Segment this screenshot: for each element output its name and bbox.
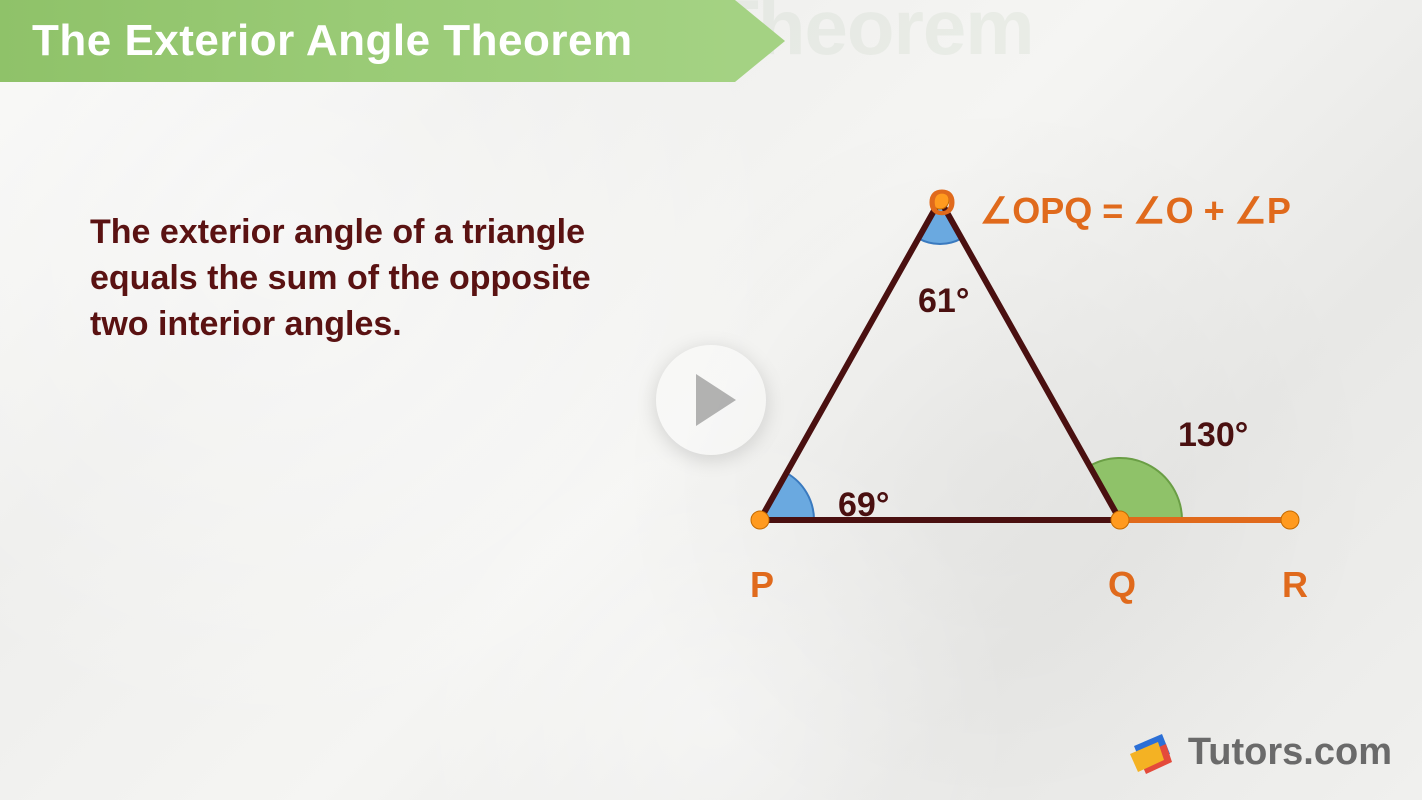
side-OP xyxy=(760,200,940,520)
vertex-label-P: P xyxy=(750,564,774,606)
triangle-diagram: ∠OPQ = ∠O + ∠P O P Q R 61° 69° 130° xyxy=(690,140,1410,620)
point-R xyxy=(1281,511,1299,529)
formula-text: ∠OPQ = ∠O + ∠P xyxy=(980,190,1291,232)
vertex-label-R: R xyxy=(1282,564,1308,606)
theorem-statement: The exterior angle of a triangle equals … xyxy=(90,210,650,348)
header-bar: The Exterior Angle Theorem xyxy=(0,0,735,82)
angle-label-exterior: 130° xyxy=(1178,416,1248,455)
page-title: The Exterior Angle Theorem xyxy=(32,16,633,66)
point-P xyxy=(751,511,769,529)
brand-name: Tutors.com xyxy=(1188,731,1392,774)
angle-label-O: 61° xyxy=(918,282,969,321)
header: The Exterior Angle Theorem The Exterior … xyxy=(0,0,1422,102)
side-QO xyxy=(940,200,1120,520)
point-Q xyxy=(1111,511,1129,529)
vertex-label-Q: Q xyxy=(1108,564,1136,606)
angle-arc-P xyxy=(760,473,814,520)
angle-label-P: 69° xyxy=(838,486,889,525)
brand-logo-icon xyxy=(1124,726,1176,778)
play-button[interactable] xyxy=(656,345,766,455)
footer-brand[interactable]: Tutors.com xyxy=(1124,726,1392,778)
vertex-label-O: O xyxy=(928,182,956,224)
